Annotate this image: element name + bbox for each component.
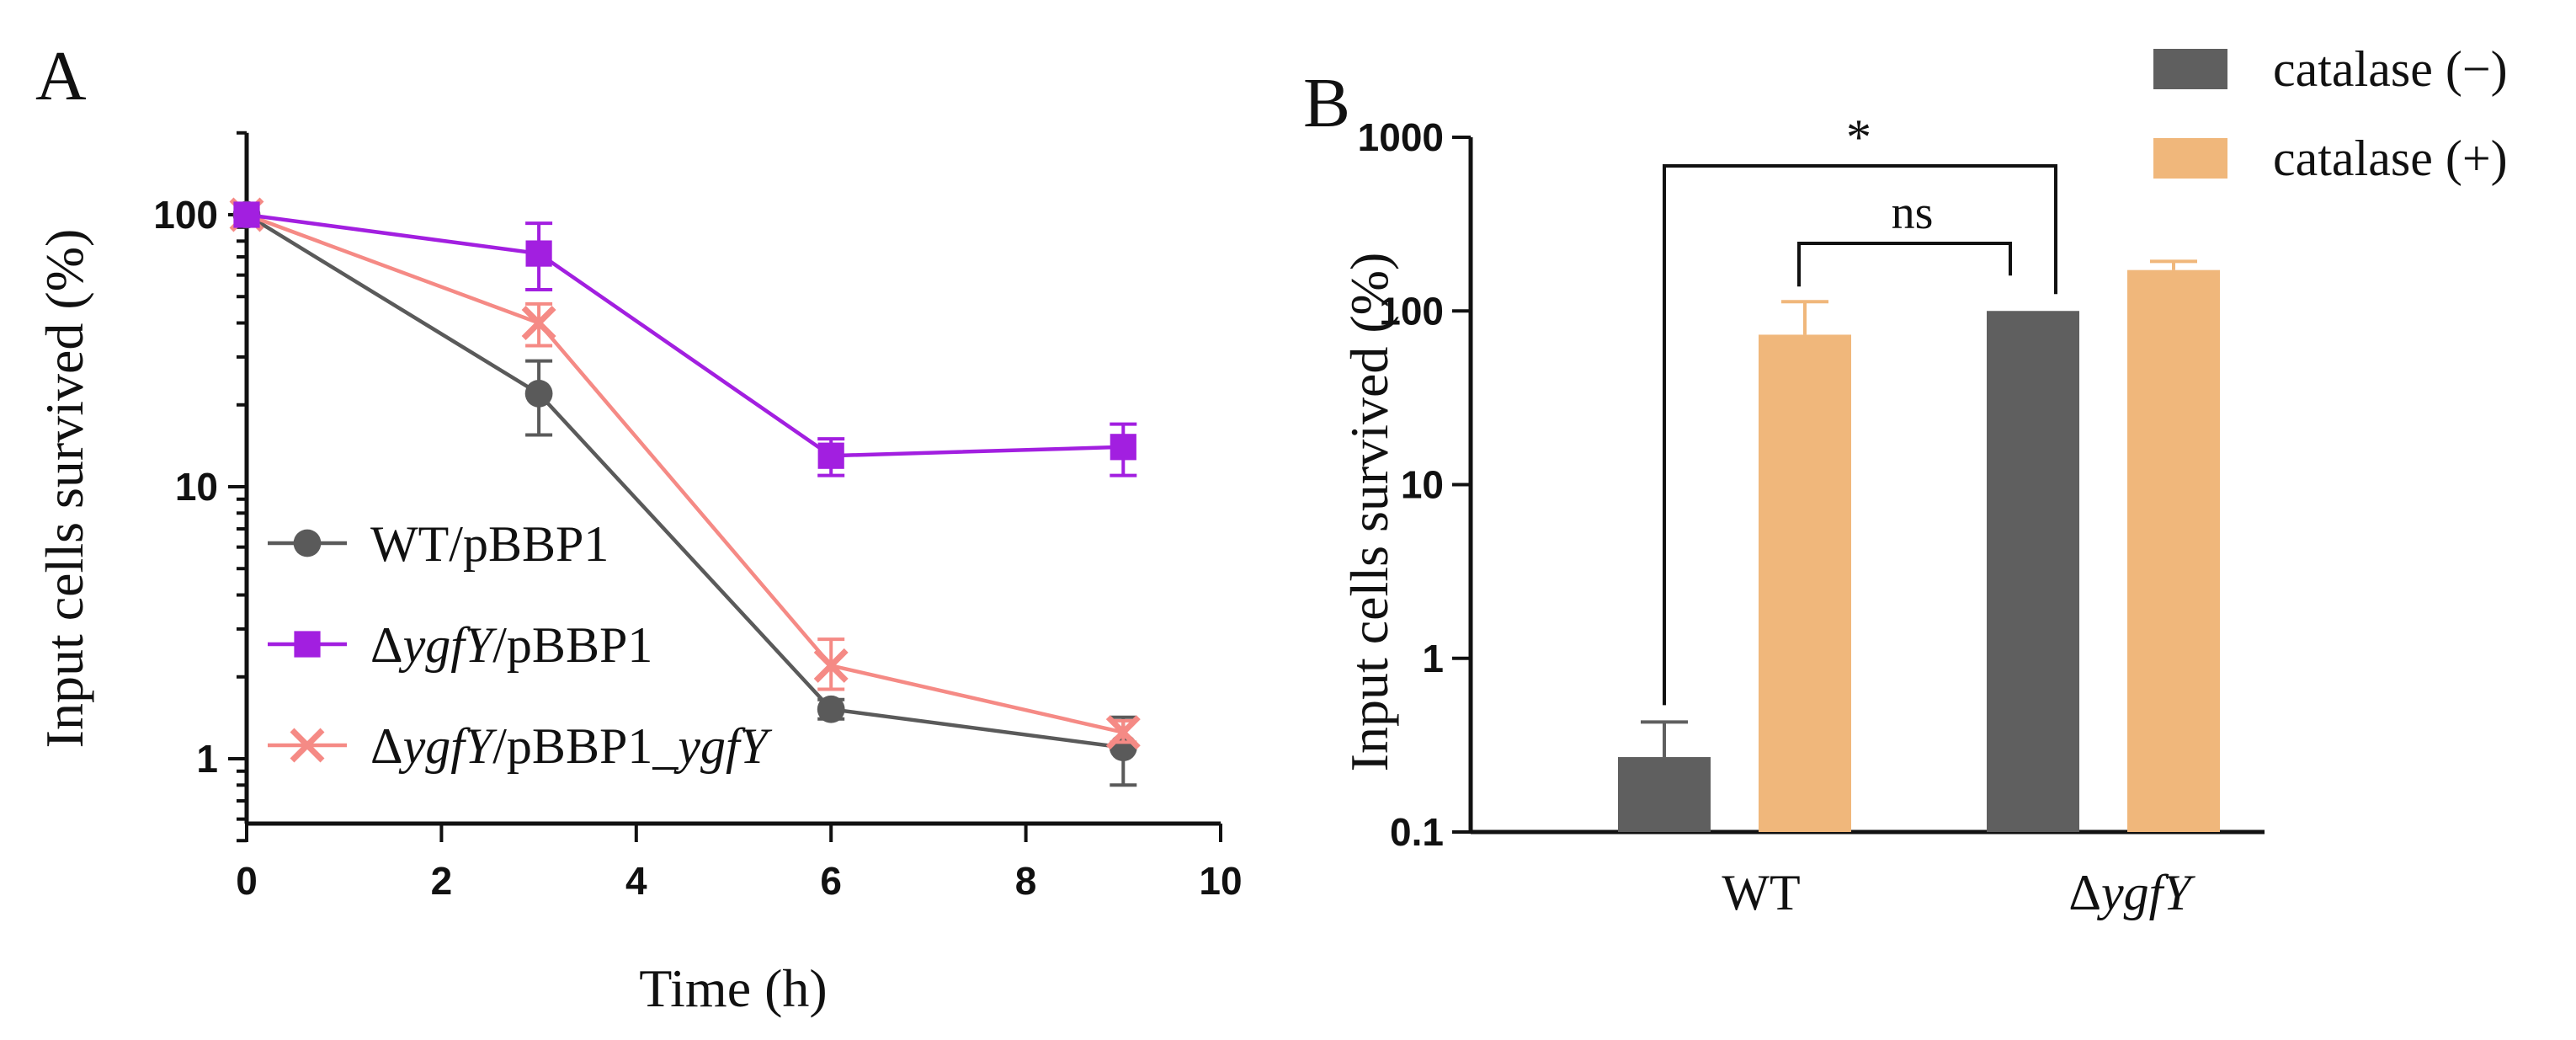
panel-a-data-point	[1105, 715, 1141, 750]
panel-b-significance-label: *	[1846, 109, 1871, 165]
panel-b-bar	[1987, 311, 2079, 832]
panel-b-legend-label: catalase (+)	[2273, 131, 2508, 186]
panel-b-bar	[2127, 269, 2220, 833]
panel-b-letter: B	[1303, 64, 1350, 142]
panel-a-legend-marker	[294, 631, 321, 658]
panel-a-series-line	[245, 213, 1124, 749]
panel-b-significance-bracket	[1797, 242, 2012, 287]
panel-a-series-line	[246, 212, 1124, 458]
panel-b-legend-swatch	[2153, 138, 2227, 179]
panel-b-significance-label: ns	[1892, 187, 1934, 239]
panel-a-legend-label: ΔygfY/pBBP1	[370, 617, 652, 673]
panel-a-series-line	[246, 212, 1124, 734]
panel-a-xlabel: Time (h)	[639, 958, 827, 1018]
panel-a-y-tick-label: 100	[153, 193, 218, 237]
panel-a-data-point	[524, 379, 553, 408]
panel-a-y-tick-label: 1	[196, 737, 218, 781]
panel-b-legend-swatch	[2153, 49, 2227, 89]
panel-a-ylabel: Input cells survived (%)	[35, 229, 94, 749]
panel-a-data-point	[1110, 434, 1136, 461]
panel-a-legend-label: WT/pBBP1	[370, 516, 609, 572]
panel-b-category-label: ΔygfY	[2068, 865, 2195, 920]
panel-a-data-point	[817, 442, 844, 469]
panel-a-data-point	[817, 695, 845, 723]
panel-b-ylabel: Input cells survived (%)	[1339, 253, 1399, 772]
panel-b-y-tick-label: 1000	[1358, 115, 1444, 159]
panel-b-y-tick-label: 100	[1379, 289, 1444, 333]
panel-b-y-tick-label: 1	[1422, 637, 1444, 680]
panel-a-legend-marker	[290, 728, 325, 763]
panel-b-y-tick-label: 10	[1401, 463, 1444, 507]
panel-a-x-tick-label: 2	[431, 859, 453, 903]
panel-a-chart: Input cells survived (%) Time (h) 110100…	[35, 131, 1243, 1018]
panel-b-category-label: WT	[1722, 865, 1800, 920]
panel-a-y-tick-label: 10	[175, 465, 218, 509]
panel-a-data-point	[525, 240, 552, 267]
panel-a-legend-marker	[293, 529, 322, 557]
panel-a-x-tick-label: 6	[820, 859, 842, 903]
panel-a-legend-label: ΔygfY/pBBP1_ygfY	[370, 718, 773, 774]
panel-b-significance-bracket	[1663, 164, 2057, 706]
panel-a-x-tick-label: 10	[1199, 859, 1242, 903]
panel-b-chart: Input cells survived (%) 0.1 1 10 100 1000 WT…	[1339, 41, 2508, 920]
panel-b-bar	[1618, 757, 1711, 832]
panel-a-x-tick-label: 4	[625, 859, 647, 903]
panel-b-bar	[1759, 334, 1851, 832]
panel-a-letter: A	[35, 37, 87, 115]
panel-a-x-tick-label: 8	[1015, 859, 1037, 903]
panel-a-data-point	[521, 306, 556, 341]
panel-a-x-tick-label: 0	[236, 859, 258, 903]
panel-b-y-tick-label: 0.1	[1390, 810, 1444, 854]
panel-a-data-point	[813, 648, 849, 683]
panel-b-legend-label: catalase (−)	[2273, 41, 2508, 97]
panel-a-data-point	[233, 201, 260, 228]
